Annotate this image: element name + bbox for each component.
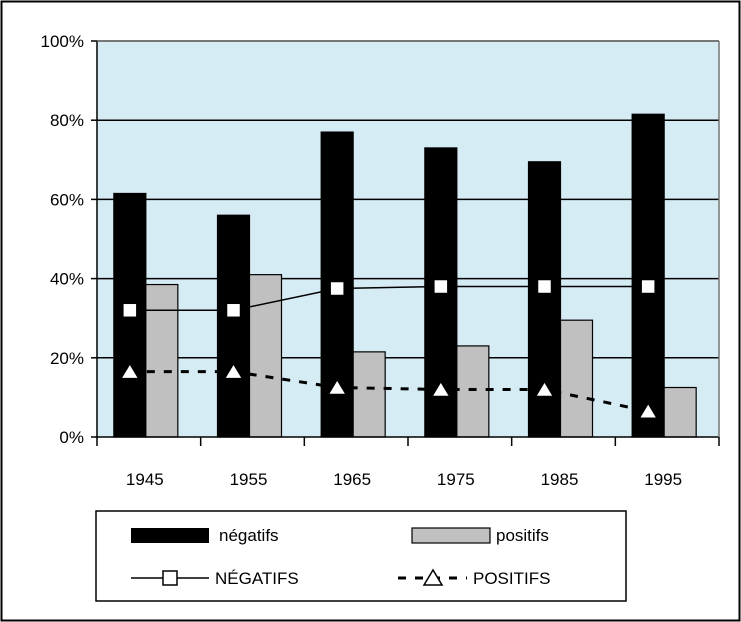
x-tick-label-1985: 1985 bbox=[541, 470, 579, 489]
legend-label-negatifs: négatifs bbox=[219, 526, 279, 545]
legend-label-POSITIFS: POSITIFS bbox=[473, 569, 550, 588]
y-tick-label: 80% bbox=[50, 111, 84, 130]
y-tick-label: 0% bbox=[59, 428, 84, 447]
point-triangle-1995 bbox=[637, 401, 659, 420]
legend-marker-triangle-icon bbox=[422, 568, 444, 586]
x-tick-label-1965: 1965 bbox=[333, 470, 371, 489]
bar-positifs-1945 bbox=[145, 283, 179, 438]
y-tick-label: 100% bbox=[41, 32, 84, 51]
point-square-1975 bbox=[433, 278, 449, 295]
y-tick-label: 20% bbox=[50, 349, 84, 368]
series-line-NÉGATIFS bbox=[129, 285, 649, 312]
bar-positifs-1975 bbox=[456, 345, 490, 438]
legend-swatch-negatifs bbox=[131, 528, 209, 543]
point-triangle-1955 bbox=[223, 362, 244, 380]
point-square-1945 bbox=[122, 302, 138, 319]
point-triangle-1965 bbox=[326, 378, 348, 396]
legend-swatch-positifs bbox=[411, 527, 491, 544]
legend: négatifs NÉGATIFS positifs NÉGATIFS POSI… bbox=[95, 510, 627, 602]
legend-label-NEGATIFS: NÉGATIFS bbox=[215, 569, 299, 588]
point-square-1965 bbox=[329, 280, 345, 297]
bar-negatifs-1955 bbox=[216, 214, 251, 438]
y-tick-label: 40% bbox=[50, 270, 84, 289]
point-triangle-1985 bbox=[534, 380, 555, 398]
point-square-1995 bbox=[640, 278, 656, 295]
bar-positifs-1965 bbox=[352, 351, 386, 438]
bar-positifs-1995 bbox=[663, 386, 697, 438]
y-axis-ticks: 0% 20% 40% 60% 80% 100% bbox=[41, 32, 97, 447]
legend-marker-square-icon bbox=[162, 570, 178, 586]
x-tick-label-1945: 1945 bbox=[126, 470, 164, 489]
point-square-1985 bbox=[536, 278, 553, 295]
bar-negatifs-1995 bbox=[631, 113, 665, 438]
x-tick-label-1955: 1955 bbox=[230, 470, 268, 489]
plot-area bbox=[97, 41, 719, 437]
legend-box bbox=[95, 510, 627, 602]
legend-label-positifs-visible: positifs bbox=[496, 526, 549, 545]
line-series bbox=[119, 278, 659, 420]
bar-positifs-1955 bbox=[248, 274, 283, 438]
bar-positifs-1985 bbox=[559, 319, 594, 438]
x-tick-label-1975: 1975 bbox=[437, 470, 475, 489]
y-tick-label: 60% bbox=[50, 190, 84, 209]
point-triangle-1945 bbox=[119, 362, 141, 380]
series-line-POSITIFS bbox=[129, 370, 649, 413]
point-square-1955 bbox=[225, 302, 242, 319]
x-axis-ticks: 1945 1955 1965 1975 1985 1995 bbox=[96, 437, 720, 489]
point-triangle-1975 bbox=[430, 380, 452, 398]
x-tick-label-1995: 1995 bbox=[644, 470, 682, 489]
